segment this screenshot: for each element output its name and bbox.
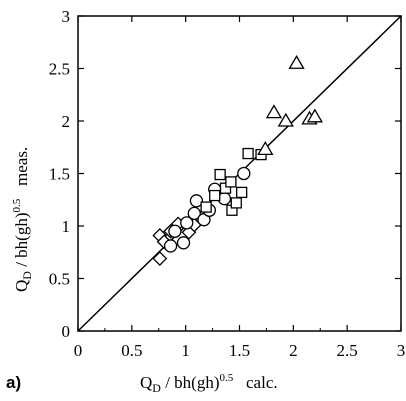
y-tick-label: 2 — [62, 112, 71, 131]
y-axis-label-normalization: / bh(gh) — [12, 213, 31, 272]
y-axis-label-quantity: Q — [12, 280, 31, 292]
square-marker — [225, 176, 237, 188]
triangle-marker — [288, 54, 305, 69]
square-marker — [200, 201, 212, 213]
axis-ticks: 0 0.5 1 1.5 2 2.5 3 0 0.5 1 1.5 2 2.5 3 — [49, 7, 406, 360]
x-axis-label-exponent: 0.5 — [220, 372, 234, 384]
y-tick-label: 0 — [62, 322, 71, 341]
y-tick-label: 2.5 — [49, 60, 70, 79]
triangle-marker — [265, 104, 283, 119]
x-axis-label-normalization: / bh(gh) — [161, 373, 220, 392]
y-axis-label-exponent: 0.5 — [11, 198, 23, 212]
triangle-marker — [306, 108, 323, 123]
y-tick-label: 1.5 — [49, 165, 70, 184]
panel-label: a) — [6, 373, 21, 392]
x-tick-label: 0.5 — [121, 341, 142, 360]
y-axis-label-suffix: meas. — [12, 147, 31, 199]
x-axis-label-subscript: D — [152, 381, 161, 395]
y-tick-label: 3 — [62, 7, 71, 26]
data-markers — [152, 54, 323, 266]
circle-marker — [237, 166, 251, 181]
circle-marker — [187, 206, 201, 221]
y-axis-label-subscript: D — [20, 271, 34, 280]
x-tick-label: 1.5 — [229, 341, 250, 360]
x-tick-label: 3 — [397, 341, 406, 360]
x-axis-label: QD / bh(gh)0.5 calc. — [140, 372, 278, 395]
y-tick-label: 1 — [62, 217, 71, 236]
x-axis-label-suffix: calc. — [233, 373, 277, 392]
x-tick-label: 2 — [289, 341, 298, 360]
circle-marker — [189, 194, 204, 208]
square-marker — [242, 147, 254, 160]
square-marker — [230, 197, 242, 209]
y-tick-label: 0.5 — [49, 270, 70, 289]
triangle-marker — [277, 112, 294, 127]
y-axis-label: QD / bh(gh)0.5 meas. — [11, 147, 34, 292]
circle-marker — [176, 236, 191, 250]
triangle-marker — [257, 141, 274, 156]
square-marker — [209, 189, 221, 202]
circle-marker — [168, 224, 182, 238]
circle-marker — [163, 239, 178, 253]
square-marker — [214, 168, 226, 181]
diamond-marker — [152, 251, 168, 266]
x-tick-label: 0 — [74, 341, 83, 360]
circle-marker — [180, 216, 194, 230]
square-marker — [236, 186, 248, 199]
x-tick-label: 2.5 — [337, 341, 358, 360]
x-tick-label: 1 — [181, 341, 190, 360]
x-axis-label-quantity: Q — [140, 373, 152, 392]
